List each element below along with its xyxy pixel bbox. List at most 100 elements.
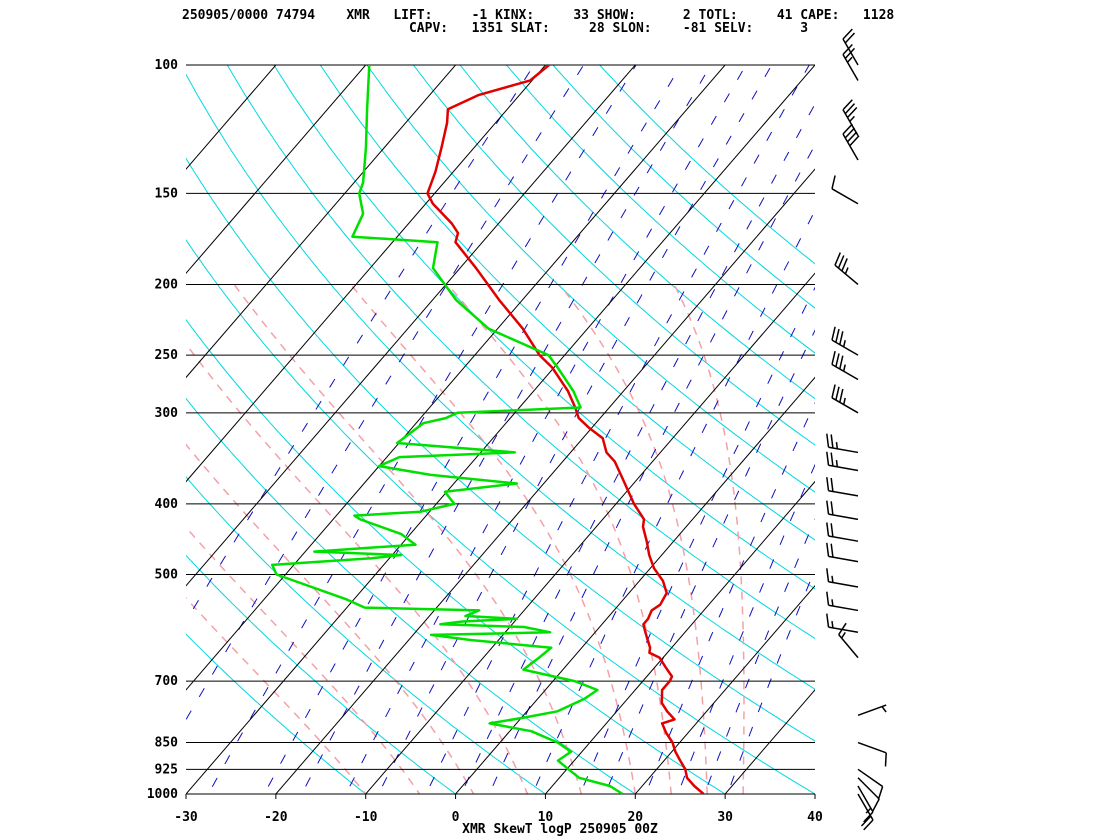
moist-adiabat — [559, 284, 708, 794]
mixing-ratio-line — [263, 65, 682, 794]
isotherm-line — [186, 65, 457, 379]
barb-staff — [828, 581, 859, 588]
temperature-tick-label: 0 — [452, 810, 460, 825]
barb-full-flag — [872, 798, 880, 812]
wind-barb — [826, 613, 859, 634]
barb-full-flag — [842, 123, 853, 135]
dry-adiabat — [186, 239, 815, 794]
barb-full-flag — [837, 255, 845, 269]
dewpoint-profile — [270, 65, 624, 794]
temperature-tick-label: 30 — [717, 810, 733, 825]
barb-full-flag — [844, 127, 856, 139]
barb-staff — [834, 264, 859, 286]
dry-adiabat — [186, 554, 457, 794]
barb-staff — [842, 54, 859, 81]
barb-full-flag — [830, 477, 834, 492]
mixing-ratio-line — [645, 401, 815, 794]
temperature-tick-label: -30 — [174, 810, 198, 825]
moist-adiabat — [673, 284, 745, 794]
wind-barb — [857, 741, 887, 767]
temperature-tick-label: -10 — [354, 810, 378, 825]
barb-full-flag — [884, 752, 887, 767]
barb-full-flag — [842, 43, 853, 56]
wind-barb — [831, 384, 859, 414]
barb-full-flag — [846, 106, 858, 119]
barb-staff — [828, 446, 859, 454]
barb-full-flag — [839, 355, 844, 370]
barb-full-flag — [834, 252, 841, 266]
isotherm-line — [186, 65, 547, 483]
mixing-ratio-line — [726, 568, 815, 794]
temperature-tick-label: 10 — [538, 810, 554, 825]
barb-staff — [857, 741, 887, 754]
wind-barb — [826, 522, 859, 542]
barb-full-flag — [830, 452, 834, 467]
barb-half-flag — [831, 621, 834, 628]
isotherm-line — [186, 65, 815, 794]
wind-barb — [842, 99, 859, 137]
dry-adiabat — [186, 633, 367, 794]
moist-adiabat — [186, 342, 529, 794]
isotherm-line — [275, 168, 815, 794]
barb-full-flag — [826, 477, 830, 491]
barb-staff — [828, 535, 859, 542]
dry-adiabat — [552, 65, 815, 309]
mixing-ratio-line — [186, 65, 585, 721]
barb-half-flag — [842, 397, 846, 405]
isotherm-line — [814, 793, 815, 794]
pressure-tick-label: 100 — [155, 58, 179, 73]
barb-full-flag — [839, 388, 844, 403]
isotherm-line — [634, 584, 815, 794]
dry-adiabat — [412, 65, 815, 446]
pressure-tick-label: 500 — [155, 568, 179, 583]
barb-full-flag — [835, 386, 840, 401]
barb-full-flag — [831, 384, 836, 398]
mixing-ratio-line — [301, 65, 712, 794]
barb-full-flag — [826, 500, 830, 515]
pressure-tick-label: 200 — [155, 277, 179, 292]
moist-adiabat — [186, 443, 475, 794]
barb-staff — [842, 133, 859, 161]
barb-staff — [831, 397, 859, 414]
barb-staff — [828, 464, 859, 472]
barb-full-flag — [863, 811, 874, 823]
isotherm-line — [724, 689, 815, 794]
mixing-ratio-line — [345, 65, 747, 794]
wind-barb — [831, 326, 859, 356]
barb-full-flag — [844, 32, 856, 44]
wind-barbs — [826, 28, 887, 831]
barb-half-flag — [849, 115, 855, 122]
barb-half-flag — [835, 460, 839, 467]
isotherm-line — [186, 65, 636, 587]
wind-barb — [826, 591, 859, 612]
pressure-tick-label: 925 — [155, 762, 178, 777]
barb-half-flag — [844, 267, 849, 275]
indices-line-1: 250905/0000 74794 XMR LIFT: -1 KINX: 33 … — [182, 8, 895, 23]
wind-barb — [842, 28, 859, 66]
barb-half-flag — [865, 807, 872, 814]
barb-full-flag — [826, 451, 830, 466]
mixing-ratio-line — [531, 209, 815, 794]
barb-staff — [842, 109, 859, 137]
barb-full-flag — [830, 523, 834, 537]
isotherm-line — [186, 65, 367, 275]
barb-staff — [828, 604, 859, 612]
barb-full-flag — [839, 331, 844, 345]
temperature-tick-label: -20 — [264, 810, 288, 825]
temperature-tick-label: 40 — [807, 810, 823, 825]
sounding-indices-header: 250905/0000 74794 XMR LIFT: -1 KINX: 33 … — [182, 9, 894, 35]
barb-full-flag — [830, 434, 834, 449]
mixing-ratio-line — [703, 518, 815, 794]
moist-adiabat — [350, 284, 637, 794]
barb-full-flag — [841, 258, 848, 272]
barb-staff — [857, 704, 887, 717]
pressure-tick-label: 250 — [155, 348, 179, 363]
isotherm-line — [186, 65, 277, 170]
barb-staff — [828, 555, 859, 563]
barb-full-flag — [830, 501, 834, 515]
wind-barb — [826, 433, 859, 454]
barb-full-flag — [826, 522, 830, 537]
barb-full-flag — [844, 47, 856, 59]
